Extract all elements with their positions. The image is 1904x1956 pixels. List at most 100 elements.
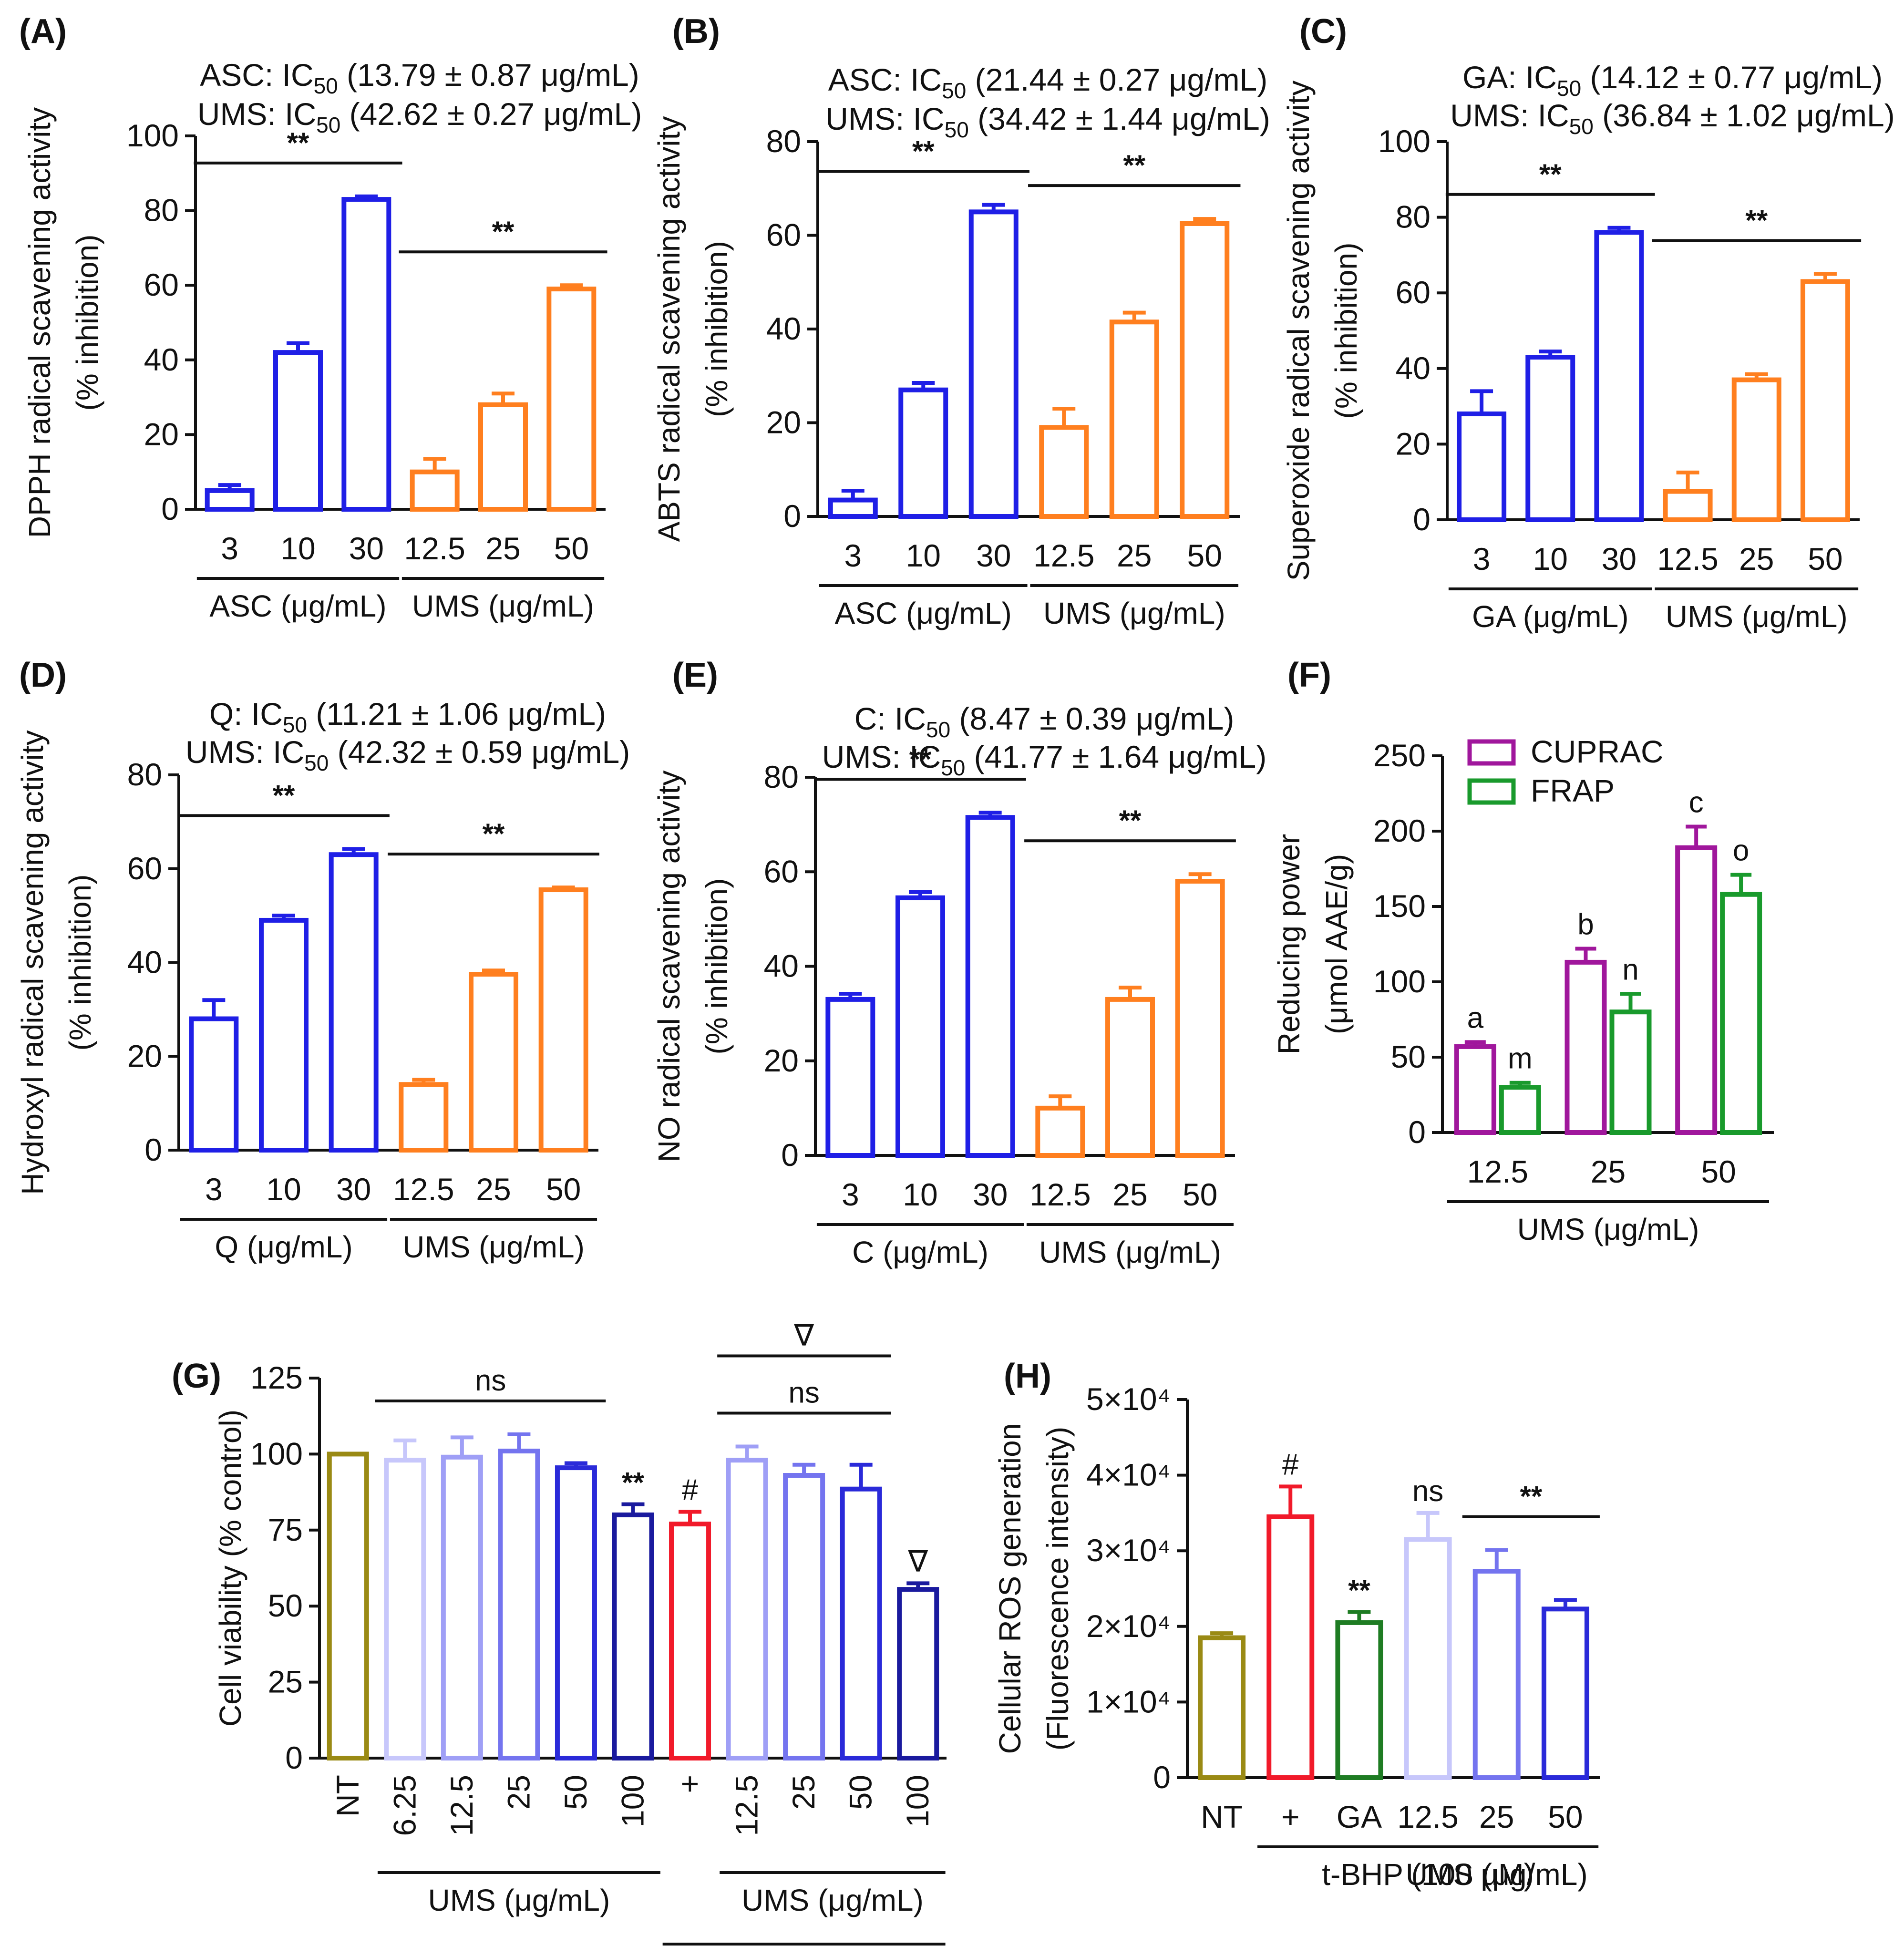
- group-label: UMS (μg/mL): [412, 589, 594, 623]
- axis-lines: [177, 775, 598, 1152]
- title-prefix: UMS: IC: [825, 101, 944, 136]
- bar-annotation: #: [1282, 1448, 1299, 1481]
- title-suffix: (11.21 ± 1.06 μg/mL): [307, 696, 606, 731]
- x-tick-label: 3: [842, 1177, 859, 1212]
- bar: [1180, 221, 1230, 519]
- y-axis-label: Cell viability (% control): [213, 1410, 247, 1727]
- bar: [895, 895, 945, 1158]
- x-tick-label: 3: [844, 538, 862, 573]
- y-tick-label: 0: [144, 1132, 162, 1167]
- bar: [965, 815, 1015, 1158]
- x-tick-label: 10: [280, 531, 315, 566]
- panel-label: (F): [1287, 656, 1331, 694]
- group-label: UMS (μg/mL): [741, 1883, 924, 1917]
- x-tick-label: 3: [205, 1172, 223, 1207]
- y-tick-label: 40: [127, 945, 162, 980]
- y-tick-label: 50: [1391, 1039, 1426, 1074]
- title-prefix: ASC: IC: [200, 57, 313, 93]
- bar: [498, 1449, 540, 1760]
- axis-lines: [816, 142, 1240, 518]
- legend-swatch: [1467, 778, 1516, 805]
- x-tick-label: 50: [554, 531, 589, 566]
- bar: [1499, 1085, 1541, 1135]
- chart-title-line: UMS: IC50 (41.77 ± 1.64 μg/mL): [822, 739, 1266, 780]
- significance-label: **: [909, 743, 932, 775]
- panel-B: (B)ASC: IC50 (21.44 ± 0.27 μg/mL)UMS: IC…: [652, 12, 1270, 630]
- x-tick-label: 30: [1602, 541, 1636, 577]
- legend-label: FRAP: [1531, 773, 1615, 808]
- group-label: UMS (μg/mL): [1517, 1212, 1699, 1246]
- y-axis-label: (Fluorescence intensity): [1040, 1427, 1075, 1750]
- x-tick-label: 25: [501, 1775, 536, 1810]
- y-tick-label: 0: [285, 1740, 303, 1775]
- group-label: t-BHP (100 μM): [1322, 1857, 1534, 1892]
- bar: [399, 1082, 449, 1153]
- x-tick-label: NT: [1201, 1799, 1243, 1834]
- group-label: ASC (μg/mL): [835, 596, 1012, 630]
- title-suffix: (41.77 ± 1.64 μg/mL): [965, 739, 1266, 774]
- title-prefix: GA: IC: [1462, 60, 1557, 95]
- y-axis-label: (μmol AAE/g): [1319, 854, 1354, 1034]
- bar: [1663, 489, 1713, 523]
- x-tick-label: 30: [336, 1172, 371, 1207]
- bar: [1564, 959, 1607, 1135]
- significance-label: ns: [475, 1364, 506, 1397]
- y-tick-label: 100: [250, 1436, 303, 1471]
- group-letter: b: [1577, 908, 1594, 941]
- bar: [546, 287, 597, 512]
- panel-label: (G): [172, 1357, 221, 1395]
- title-prefix: UMS: IC: [1450, 98, 1569, 133]
- group-label: C (μg/mL): [852, 1235, 988, 1269]
- bar: [189, 1016, 239, 1153]
- y-axis-label: (% inhibition): [700, 241, 734, 417]
- title-prefix: UMS: IC: [185, 734, 304, 770]
- bar: [726, 1458, 768, 1761]
- chart-title-line: UMS: IC50 (36.84 ± 1.02 μg/mL): [1450, 98, 1894, 139]
- y-axis-label: NO radical scavening activity: [652, 771, 686, 1163]
- bar: [1035, 1105, 1085, 1158]
- group-letter: n: [1622, 953, 1638, 986]
- bar: [1105, 997, 1155, 1158]
- group-label: UMS (μg/mL): [402, 1230, 585, 1264]
- legend-label: CUPRAC: [1531, 734, 1664, 769]
- title-suffix: (42.32 ± 0.59 μg/mL): [329, 734, 630, 770]
- bar: [898, 387, 948, 519]
- x-tick-label: 50: [1183, 1177, 1217, 1212]
- bar: [897, 1587, 939, 1761]
- x-tick-label: 12.5: [1397, 1799, 1458, 1834]
- y-tick-label: 40: [144, 342, 179, 377]
- y-tick-label: 60: [766, 217, 801, 253]
- title-subscript: 50: [316, 113, 340, 137]
- x-tick-label: 25: [1739, 541, 1774, 577]
- x-tick-label: 25: [1117, 538, 1152, 573]
- y-tick-label: 0: [783, 498, 801, 534]
- significance-label: **: [273, 779, 295, 811]
- x-tick-label: 25: [476, 1172, 511, 1207]
- chart-title-line: C: IC50 (8.47 ± 0.39 μg/mL): [854, 701, 1235, 742]
- title-subscript: 50: [942, 78, 966, 103]
- y-tick-label: 100: [1373, 964, 1426, 999]
- panel-label: (D): [19, 656, 67, 694]
- significance-label: **: [287, 127, 309, 159]
- significance-label: ns: [788, 1376, 819, 1409]
- y-tick-label: 5×10⁴: [1086, 1381, 1171, 1417]
- y-tick-label: 20: [144, 416, 179, 452]
- significance-label: **: [912, 135, 935, 167]
- group-letter: m: [1508, 1042, 1533, 1075]
- bar: [538, 887, 588, 1153]
- bar: [828, 497, 878, 519]
- x-tick-label: 25: [1591, 1154, 1626, 1189]
- panel-F: (F) Reducing power (μmol AAE/g) 0 50 100 150 20…: [1272, 656, 1774, 1246]
- y-tick-label: 80: [764, 759, 799, 794]
- title-suffix: (8.47 ± 0.39 μg/mL): [950, 701, 1234, 736]
- group-label: t-BHP (100 μM): [698, 1955, 910, 1956]
- chart-title-line: UMS: IC50 (42.62 ± 0.27 μg/mL): [197, 96, 642, 137]
- panel-A: (A)ASC: IC50 (13.79 ± 0.87 μg/mL)UMS: IC…: [19, 12, 642, 623]
- title-subscript: 50: [304, 751, 329, 775]
- x-tick-label: +: [1281, 1799, 1300, 1834]
- title-subscript: 50: [283, 712, 307, 737]
- y-tick-label: 0: [1408, 1114, 1426, 1150]
- y-tick-label: 75: [268, 1512, 303, 1547]
- x-tick-label: 25: [1479, 1799, 1514, 1834]
- bar: [341, 197, 391, 512]
